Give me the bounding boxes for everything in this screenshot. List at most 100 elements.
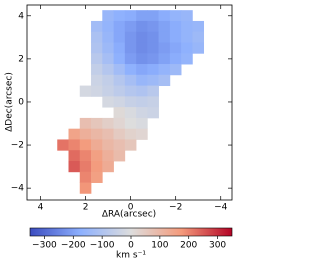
velocity-cell	[147, 74, 159, 87]
velocity-cell	[113, 53, 126, 65]
velocity-cell	[136, 96, 148, 108]
velocity-cell	[158, 74, 171, 87]
velocity-cell	[181, 31, 193, 43]
velocity-cell	[91, 31, 103, 43]
velocity-cell	[79, 128, 92, 140]
plot-frame	[26, 4, 233, 201]
y-tick-label: 2	[18, 54, 24, 64]
velocity-cell	[79, 150, 92, 162]
velocity-cell	[68, 128, 81, 140]
velocity-cell	[124, 107, 137, 119]
velocity-cell	[79, 85, 92, 97]
velocity-map	[57, 10, 205, 194]
velocity-cell	[124, 128, 137, 140]
x-axis-label: ΔRA(arcsec)	[102, 210, 156, 220]
y-tick-label: −2	[11, 141, 24, 151]
velocity-cell	[68, 139, 81, 151]
velocity-cell	[79, 161, 92, 173]
velocity-cell	[113, 85, 126, 97]
velocity-cell	[79, 182, 92, 194]
velocity-cell	[79, 171, 92, 183]
y-tick-label: −4	[11, 184, 25, 194]
velocity-cell	[68, 161, 81, 173]
colorbar-tick-label: 0	[128, 241, 134, 251]
velocity-cell	[79, 117, 92, 130]
colorbar-tick-label: 200	[180, 241, 197, 251]
velocity-cell	[102, 161, 114, 173]
velocity-cell	[91, 74, 103, 87]
velocity-cell	[158, 53, 171, 65]
velocity-cell	[136, 10, 148, 22]
velocity-cell	[102, 74, 114, 87]
velocity-cell	[147, 42, 159, 54]
velocity-cell	[181, 10, 193, 22]
velocity-cell	[102, 20, 114, 33]
y-axis-label: ΔDec(arcsec)	[5, 72, 15, 132]
velocity-cell	[113, 96, 126, 108]
colorbar-tick-label: −100	[90, 241, 115, 251]
velocity-cell	[113, 128, 126, 140]
velocity-cell	[192, 20, 205, 33]
velocity-cell	[91, 171, 103, 183]
velocity-cell	[124, 53, 137, 65]
colorbar-tick-label: −300	[32, 241, 57, 251]
colorbar-label: km s⁻¹	[116, 251, 146, 261]
velocity-cell	[169, 42, 182, 54]
velocity-cell	[102, 10, 114, 22]
velocity-cell	[136, 128, 148, 140]
velocity-cell	[158, 20, 171, 33]
velocity-cell	[113, 10, 126, 22]
velocity-cell	[113, 20, 126, 33]
velocity-cell	[136, 107, 148, 119]
velocity-cell	[113, 42, 126, 54]
velocity-cell	[169, 53, 182, 65]
velocity-cell	[169, 64, 182, 76]
velocity-cell	[136, 117, 148, 130]
x-tick-label: −2	[169, 203, 182, 213]
velocity-cell	[136, 42, 148, 54]
velocity-cell	[102, 31, 114, 43]
velocity-cell	[181, 53, 193, 65]
velocity-cell	[91, 128, 103, 140]
velocity-cell	[91, 20, 103, 33]
colorbar-tick-label: −200	[61, 241, 86, 251]
velocity-cell	[136, 85, 148, 97]
velocity-cell	[102, 85, 114, 97]
velocity-cell	[147, 20, 159, 33]
velocity-cell	[113, 117, 126, 130]
velocity-cell	[113, 139, 126, 151]
velocity-cell	[124, 42, 137, 54]
velocity-cell	[91, 42, 103, 54]
y-tick-label: 4	[18, 11, 24, 21]
colorbar-tick-label: 300	[209, 241, 226, 251]
velocity-cell	[102, 64, 114, 76]
velocity-cell	[147, 53, 159, 65]
x-tick-label: 2	[83, 203, 89, 213]
velocity-cell	[113, 64, 126, 76]
velocity-cell	[136, 31, 148, 43]
velocity-cell	[91, 53, 103, 65]
velocity-cell	[124, 31, 137, 43]
velocity-cell	[102, 128, 114, 140]
velocity-cell	[113, 74, 126, 87]
velocity-cell	[57, 139, 69, 151]
velocity-cell	[147, 85, 159, 97]
velocity-cell	[181, 42, 193, 54]
velocity-cell	[158, 42, 171, 54]
velocity-cell	[91, 139, 103, 151]
velocity-cell	[169, 20, 182, 33]
y-tick-label: 0	[18, 97, 24, 107]
velocity-cell	[91, 161, 103, 173]
velocity-cell	[91, 150, 103, 162]
velocity-cell	[124, 74, 137, 87]
velocity-cell	[136, 64, 148, 76]
velocity-cell	[102, 96, 114, 108]
colorbar-tick-label: 100	[151, 241, 168, 251]
velocity-cell	[192, 42, 205, 54]
velocity-cell	[124, 96, 137, 108]
velocity-cell	[124, 10, 137, 22]
velocity-cell	[102, 53, 114, 65]
velocity-cell	[147, 96, 159, 108]
velocity-cell	[124, 85, 137, 97]
velocity-cell	[102, 150, 114, 162]
